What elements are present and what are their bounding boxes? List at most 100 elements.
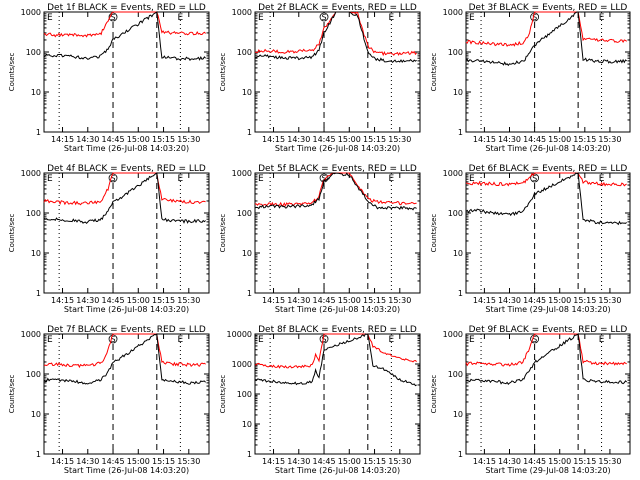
x-axis-label: Start Time (26-Jul-08 14:03:20): [485, 144, 610, 153]
plot-frame: [254, 11, 421, 133]
x-tick-label: 15:00: [548, 296, 571, 305]
x-tick-label: 14:15: [51, 296, 74, 305]
plot-frame: [254, 333, 421, 455]
x-tick-label: 14:30: [287, 135, 310, 144]
y-tick-label: 10: [453, 249, 463, 258]
y-axis-label: Counts/sec: [219, 375, 227, 414]
x-tick-label: 15:30: [177, 296, 200, 305]
y-tick-label: 1: [458, 289, 463, 298]
corner-label-left: E: [258, 335, 264, 345]
series-line-lld: [465, 11, 628, 47]
y-tick-label: 1: [458, 450, 463, 459]
x-tick-label: 14:15: [262, 457, 285, 466]
y-tick-label: 1: [36, 128, 41, 137]
chart-panel-1: Det 1f BLACK = Events, RED = LLD 1 10 100 10…: [8, 3, 210, 153]
y-tick-label: 1000: [21, 169, 41, 178]
x-axis-label: Start Time (26-Jul-08 14:03:20): [64, 305, 189, 314]
series-line-lld: [43, 172, 206, 206]
panel-title: Det 6f BLACK = Events, RED = LLD: [469, 164, 628, 174]
x-axis-label: Start Time (29-Jul-08 14:03:20): [485, 305, 610, 314]
start-marker-label: S: [532, 174, 537, 183]
y-tick-label: 1: [247, 289, 252, 298]
chart-panel-6: Det 6f BLACK = Events, RED = LLD 1 10 100 10…: [430, 164, 631, 314]
y-tick-label: 100: [26, 370, 41, 379]
panel-title: Det 4f BLACK = Events, RED = LLD: [47, 164, 206, 174]
y-tick-label: 1: [247, 450, 252, 459]
series-line-events: [43, 11, 206, 61]
y-tick-label: 10: [242, 249, 252, 258]
y-axis-label: Counts/sec: [8, 53, 16, 92]
marker-label: E: [599, 13, 605, 23]
x-tick-label: 14:15: [51, 135, 74, 144]
corner-label-left: E: [469, 174, 475, 184]
y-axis-label: Counts/sec: [8, 375, 16, 414]
series-line-lld: [254, 333, 417, 369]
chart-panel-8: Det 8f BLACK = Events, RED = LLD 1 10 100 10…: [219, 325, 421, 475]
y-axis-label: Counts/sec: [430, 214, 438, 253]
y-tick-label: 1: [458, 128, 463, 137]
chart-panel-4: Det 4f BLACK = Events, RED = LLD 1 10 100 10…: [8, 164, 210, 314]
panel-title: Det 1f BLACK = Events, RED = LLD: [47, 3, 206, 13]
x-tick-label: 15:15: [363, 296, 386, 305]
corner-label-left: E: [469, 13, 475, 23]
marker-label: E: [178, 13, 184, 23]
marker-label: E: [389, 174, 395, 184]
x-tick-label: 14:15: [473, 296, 496, 305]
x-axis-label: Start Time (26-Jul-08 14:03:20): [275, 144, 400, 153]
x-tick-label: 15:30: [598, 296, 621, 305]
x-tick-label: 14:30: [76, 296, 99, 305]
marker-label: E: [389, 13, 395, 23]
y-tick-label: 100: [237, 390, 252, 399]
y-tick-label: 10: [31, 88, 41, 97]
x-tick-label: 14:45: [312, 457, 335, 466]
x-tick-label: 14:30: [76, 135, 99, 144]
x-tick-label: 14:30: [76, 457, 99, 466]
y-tick-label: 1: [36, 450, 41, 459]
marker-label: E: [389, 335, 395, 345]
x-tick-label: 15:15: [573, 457, 596, 466]
marker-label: E: [178, 174, 184, 184]
y-tick-label: 1: [36, 289, 41, 298]
start-marker-label: S: [321, 174, 326, 183]
chart-panel-7: Det 7f BLACK = Events, RED = LLD 1 10 100 10…: [8, 325, 210, 475]
x-tick-label: 15:15: [573, 296, 596, 305]
x-tick-label: 14:15: [473, 457, 496, 466]
marker-label: E: [599, 335, 605, 345]
y-tick-label: 1000: [21, 8, 41, 17]
series-line-events: [254, 333, 417, 387]
x-tick-label: 15:30: [598, 457, 621, 466]
series-line-events: [465, 172, 627, 226]
marker-label: E: [599, 174, 605, 184]
y-tick-label: 10: [453, 410, 463, 419]
start-marker-label: S: [532, 13, 537, 22]
series-line-lld: [465, 333, 627, 367]
y-axis-label: Counts/sec: [219, 214, 227, 253]
chart-panel-5: Det 5f BLACK = Events, RED = LLD 1 10 100 10…: [219, 164, 421, 314]
chart-panel-2: Det 2f BLACK = Events, RED = LLD 1 10 100 10…: [219, 3, 421, 153]
x-tick-label: 15:00: [548, 135, 571, 144]
x-tick-label: 15:30: [177, 457, 200, 466]
y-tick-label: 1: [247, 128, 252, 137]
y-tick-label: 10: [31, 249, 41, 258]
x-tick-label: 15:15: [363, 135, 386, 144]
y-tick-label: 1000: [443, 330, 463, 339]
start-marker-label: S: [110, 13, 115, 22]
plot-frame: [254, 172, 421, 294]
x-tick-label: 15:00: [338, 296, 361, 305]
x-tick-label: 15:15: [152, 135, 175, 144]
plot-frame: [465, 11, 631, 133]
x-tick-label: 15:30: [388, 457, 411, 466]
y-tick-label: 1000: [232, 8, 252, 17]
x-tick-label: 15:00: [548, 457, 571, 466]
start-marker-label: S: [321, 335, 326, 344]
x-tick-label: 15:15: [363, 457, 386, 466]
series-line-events: [43, 172, 206, 225]
x-tick-label: 14:45: [523, 296, 546, 305]
y-tick-label: 10: [242, 88, 252, 97]
start-marker-label: S: [532, 335, 537, 344]
y-tick-label: 100: [237, 209, 252, 218]
y-axis-label: Counts/sec: [430, 53, 438, 92]
y-tick-label: 10000: [227, 330, 252, 339]
